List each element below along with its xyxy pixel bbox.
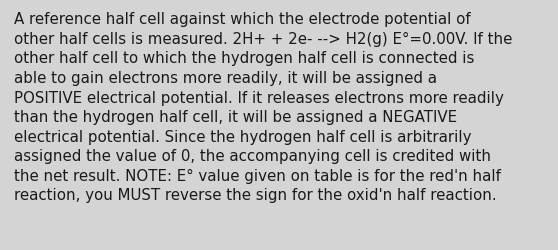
Text: A reference half cell against which the electrode potential of
other half cells : A reference half cell against which the …: [14, 12, 512, 202]
